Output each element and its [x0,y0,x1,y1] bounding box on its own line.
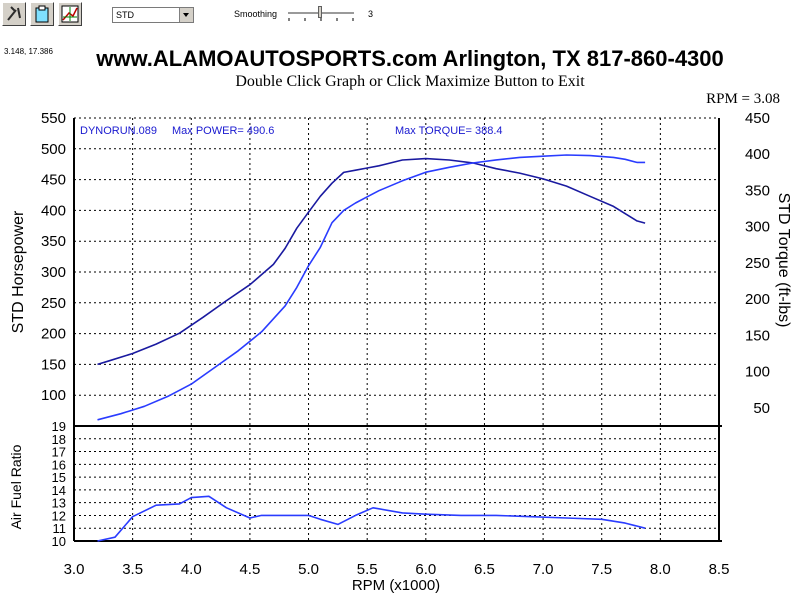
x-tick-label: 6.0 [415,561,436,578]
afr-tick-label: 10 [52,534,66,549]
torque-tick-label: 300 [745,219,770,236]
grid-layer [74,118,719,541]
afr-tick-label: 17 [52,445,66,460]
hp-tick-label: 250 [41,295,66,312]
afr-tick-label: 12 [52,508,66,523]
torque-tick-label: 200 [745,291,770,308]
hp-tick-label: 400 [41,202,66,219]
torque-axis-title: STD Torque (ft-lbs) [775,193,792,328]
afr-axis-title: Air Fuel Ratio [8,444,24,529]
torque-series-line [98,159,646,365]
afr-tick-label: 18 [52,432,66,447]
hp-tick-label: 200 [41,326,66,343]
x-tick-label: 5.5 [357,561,378,578]
torque-tick-label: 450 [745,110,770,127]
x-tick-label: 7.0 [533,561,554,578]
afr-tick-label: 16 [52,457,66,472]
x-tick-label: 6.5 [474,561,495,578]
afr-tick-label: 11 [53,521,67,536]
afr-tick-label: 19 [52,419,66,434]
hp-tick-label: 350 [41,233,66,250]
torque-tick-label: 50 [753,400,770,417]
torque-tick-label: 100 [745,364,770,381]
hp-tick-label: 150 [41,356,66,373]
x-tick-label: 4.5 [239,561,260,578]
hp-tick-label: 100 [41,387,66,404]
x-tick-label: 5.0 [298,561,319,578]
rpm-axis-title: RPM (x1000) [352,577,440,594]
torque-tick-label: 250 [745,255,770,272]
afr-tick-label: 14 [52,483,66,498]
x-tick-label: 7.5 [591,561,612,578]
run-annotation: DYNORUN.089 [80,125,157,137]
hp-tick-label: 500 [41,141,66,158]
torque-tick-label: 150 [745,327,770,344]
hp-tick-label: 550 [41,110,66,127]
afr-tick-label: 15 [52,470,66,485]
x-tick-label: 3.0 [64,561,85,578]
x-tick-label: 3.5 [122,561,143,578]
max-power-annotation: Max POWER= 490.6 [172,125,274,137]
series-layer [98,155,646,541]
afr-tick-label: 13 [52,496,66,511]
afr-series-line [98,496,646,541]
x-tick-label: 8.5 [709,561,730,578]
horsepower-axis-title: STD Horsepower [10,210,27,333]
max-torque-annotation: Max TORQUE= 388.4 [395,125,503,137]
torque-tick-label: 400 [745,146,770,163]
torque-tick-label: 350 [745,182,770,199]
x-tick-label: 4.0 [181,561,202,578]
hp-tick-label: 300 [41,264,66,281]
x-tick-label: 8.0 [650,561,671,578]
hp-tick-label: 450 [41,172,66,189]
horsepower-series-line [98,155,646,420]
